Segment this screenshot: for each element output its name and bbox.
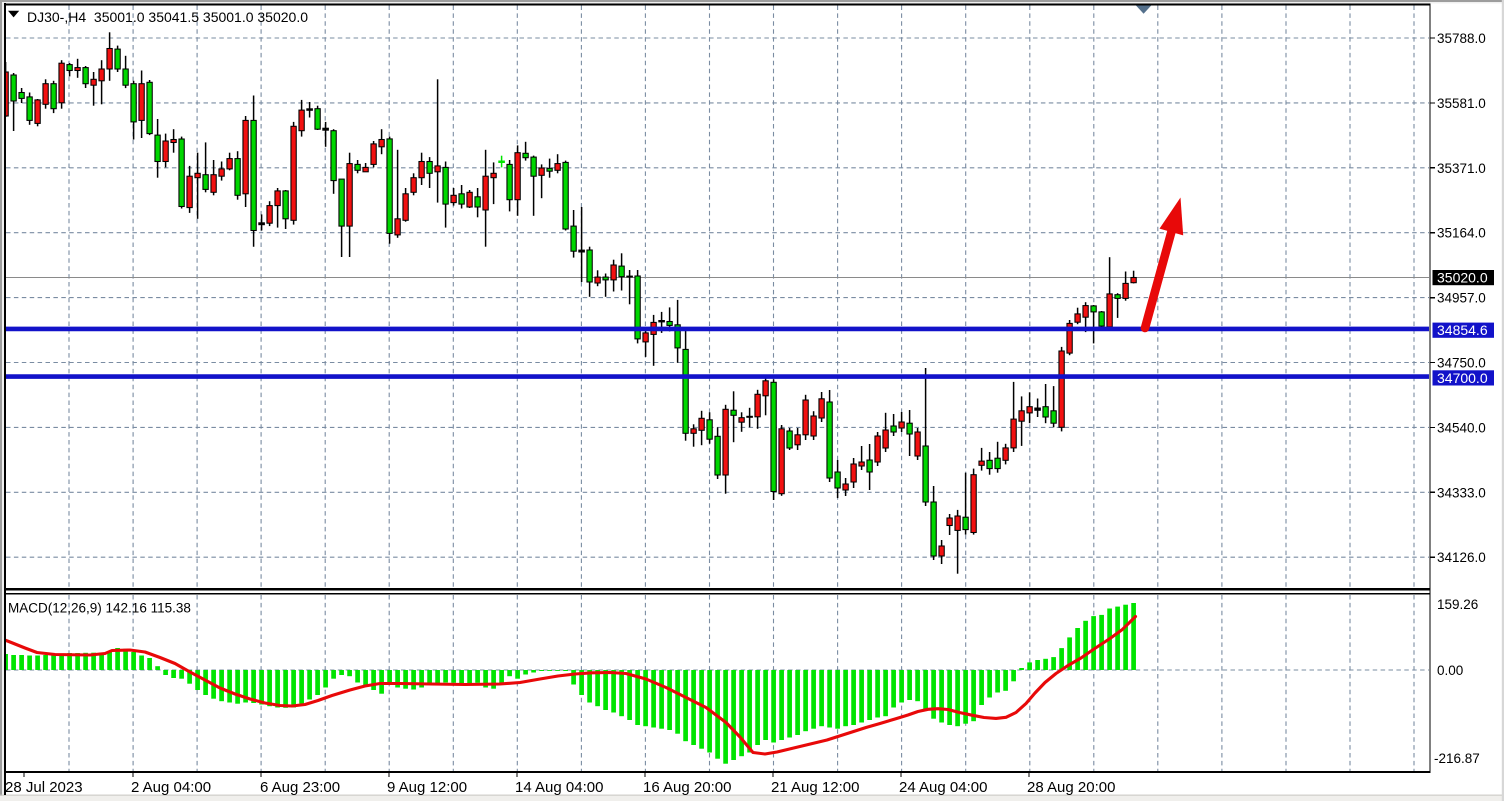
svg-text:35020.0: 35020.0	[1437, 270, 1488, 286]
svg-text:34126.0: 34126.0	[1437, 550, 1486, 565]
svg-text:14 Aug 04:00: 14 Aug 04:00	[515, 779, 603, 796]
svg-text:159.26: 159.26	[1437, 597, 1478, 612]
svg-text:34333.0: 34333.0	[1437, 485, 1486, 500]
svg-text:34540.0: 34540.0	[1437, 420, 1486, 435]
svg-text:16 Aug 20:00: 16 Aug 20:00	[643, 779, 731, 796]
svg-text:9 Aug 12:00: 9 Aug 12:00	[387, 779, 467, 796]
svg-text:35581.0: 35581.0	[1437, 96, 1486, 111]
svg-text:34700.0: 34700.0	[1437, 370, 1488, 386]
svg-text:DJ30-,H4 35001.0 35041.5 3500: DJ30-,H4 35001.0 35041.5 35001.0 35020.0	[27, 9, 308, 25]
svg-text:35788.0: 35788.0	[1437, 31, 1486, 46]
svg-text:MACD(12,26,9) 142.16 115.38: MACD(12,26,9) 142.16 115.38	[8, 601, 191, 616]
svg-text:2 Aug 04:00: 2 Aug 04:00	[131, 779, 211, 796]
svg-text:35371.0: 35371.0	[1437, 161, 1486, 176]
svg-text:34750.0: 34750.0	[1437, 356, 1486, 371]
svg-text:-216.87: -216.87	[1434, 751, 1480, 766]
svg-text:28 Aug 20:00: 28 Aug 20:00	[1027, 779, 1115, 796]
svg-text:24 Aug 04:00: 24 Aug 04:00	[899, 779, 987, 796]
svg-text:34854.6: 34854.6	[1437, 322, 1488, 338]
svg-text:28 Jul 2023: 28 Jul 2023	[5, 779, 83, 796]
svg-text:21 Aug 12:00: 21 Aug 12:00	[771, 779, 859, 796]
svg-text:34957.0: 34957.0	[1437, 291, 1486, 306]
svg-text:0.00: 0.00	[1437, 663, 1463, 678]
svg-text:6 Aug 23:00: 6 Aug 23:00	[260, 779, 340, 796]
svg-text:35164.0: 35164.0	[1437, 226, 1486, 241]
